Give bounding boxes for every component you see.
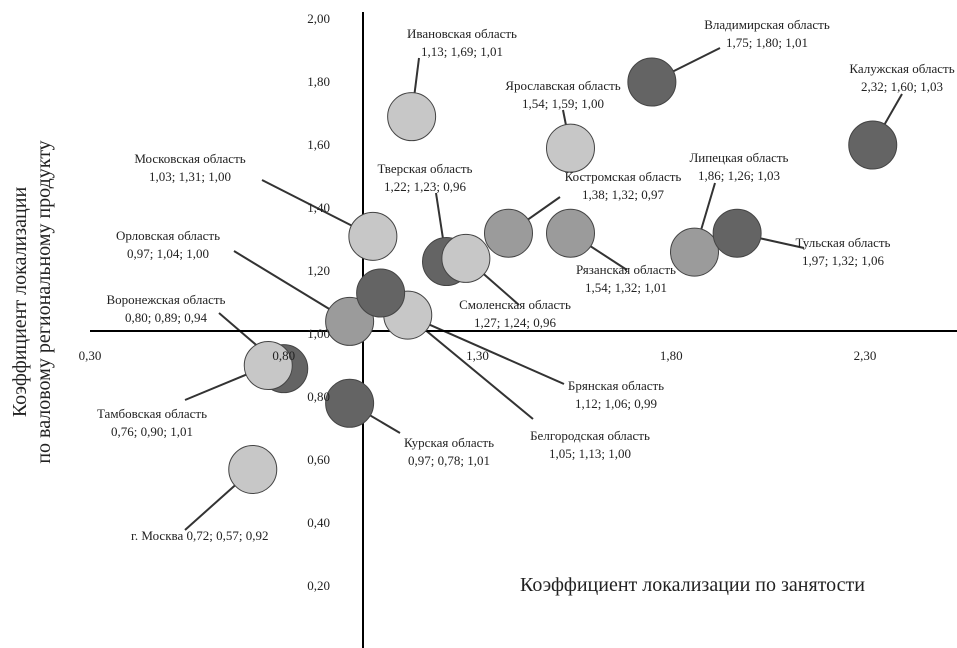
point-label-name: Ярославская область — [505, 78, 620, 93]
point-label-name: Рязанская область — [576, 262, 676, 277]
point-label-name: Тамбовская область — [97, 406, 207, 421]
point-label-values: 0,97; 1,04; 1,00 — [127, 246, 209, 261]
point-label-name: Костромская область — [565, 169, 682, 184]
x-tick-label: 2,30 — [854, 348, 877, 363]
point-label-values: 1,13; 1,69; 1,01 — [421, 44, 503, 59]
point-label-values: 0,76; 0,90; 1,01 — [111, 424, 193, 439]
bubble-point — [712, 208, 762, 258]
point-label-values: 1,86; 1,26; 1,03 — [698, 168, 780, 183]
y-tick-label: 1,20 — [307, 263, 330, 278]
point-label-name: Тульская область — [796, 235, 891, 250]
y-axis-title-line-2: по валовому региональному продукту — [33, 140, 55, 463]
point-label-values: 1,38; 1,32; 0,97 — [582, 187, 664, 202]
bubble-point — [356, 268, 406, 318]
point-label-name: Орловская область — [116, 228, 220, 243]
leader-lines — [184, 47, 903, 531]
point-label-values: 1,12; 1,06; 0,99 — [575, 396, 657, 411]
y-tick-label: 2,00 — [307, 11, 330, 26]
y-tick-label: 0,40 — [307, 515, 330, 530]
bubble-point — [484, 208, 533, 258]
point-label-name: Московская область — [134, 151, 245, 166]
point-label-values: 0,80; 0,89; 0,94 — [125, 310, 207, 325]
point-label-name: Белгородская область — [530, 428, 650, 443]
point-label-values: 1,22; 1,23; 0,96 — [384, 179, 466, 194]
x-tick-label: 1,30 — [466, 348, 489, 363]
bubble-point — [325, 296, 375, 346]
x-tick-label: 1,80 — [660, 348, 683, 363]
point-labels: Ивановская область 1,13; 1,69; 1,01 Владим… — [97, 17, 955, 543]
point-label-name: Ивановская область — [407, 26, 517, 41]
point-label-name: Брянская область — [568, 378, 664, 393]
point-label-values: 1,27; 1,24; 0,96 — [474, 315, 556, 330]
bubble-point — [848, 120, 898, 170]
bubble-point — [243, 341, 293, 390]
point-label-values: 1,97; 1,32; 1,06 — [802, 253, 884, 268]
point-label-values: 1,54; 1,59; 1,00 — [522, 96, 604, 111]
tick-labels: 0,30 0,80 1,30 1,80 2,30 0,20 0,40 0,60 0,80 1,00… — [79, 11, 877, 593]
x-axis-title: Коэффициент локализации по занятости — [520, 574, 865, 596]
y-axis-title-line-1: Коэффициент локализации — [9, 187, 31, 418]
bubble-point — [670, 227, 719, 277]
point-label: г. Москва 0,72; 0,57; 0,92 — [131, 528, 268, 543]
point-label-name: Воронежская область — [107, 292, 226, 307]
point-label-name: Тверская область — [378, 161, 473, 176]
x-tick-label: 0,30 — [79, 348, 102, 363]
point-label-values: 2,32; 1,60; 1,03 — [861, 79, 943, 94]
point-label-name: Смоленская область — [459, 297, 571, 312]
point-label-name: Курская область — [404, 435, 494, 450]
point-label-name: Калужская область — [849, 61, 954, 76]
point-label-name: Владимирская область — [704, 17, 830, 32]
y-tick-label: 1,60 — [307, 137, 330, 152]
y-tick-label: 0,80 — [307, 389, 330, 404]
x-tick-label: 0,80 — [272, 348, 295, 363]
y-tick-label: 1,40 — [307, 200, 330, 215]
bubble-point — [325, 378, 375, 428]
point-label-values: 1,03; 1,31; 1,00 — [149, 169, 231, 184]
bubble-point — [627, 57, 677, 107]
bubble-point — [228, 444, 278, 494]
point-label-values: 1,54; 1,32; 1,01 — [585, 280, 667, 295]
bubble-point — [546, 208, 595, 258]
bubble-point — [441, 233, 491, 283]
leader-line — [407, 314, 565, 385]
bubbles — [228, 57, 898, 494]
y-tick-label: 1,00 — [307, 326, 330, 341]
y-tick-label: 0,60 — [307, 452, 330, 467]
point-label-name: Липецкая область — [689, 150, 788, 165]
bubble-point — [387, 92, 437, 142]
y-tick-label: 1,80 — [307, 74, 330, 89]
point-label-values: 0,97; 0,78; 1,01 — [408, 453, 490, 468]
point-label-values: 1,75; 1,80; 1,01 — [726, 35, 808, 50]
bubble-point — [546, 123, 595, 173]
point-label-values: 1,05; 1,13; 1,00 — [549, 446, 631, 461]
bubble-point — [348, 211, 398, 261]
y-tick-label: 0,20 — [307, 578, 330, 593]
